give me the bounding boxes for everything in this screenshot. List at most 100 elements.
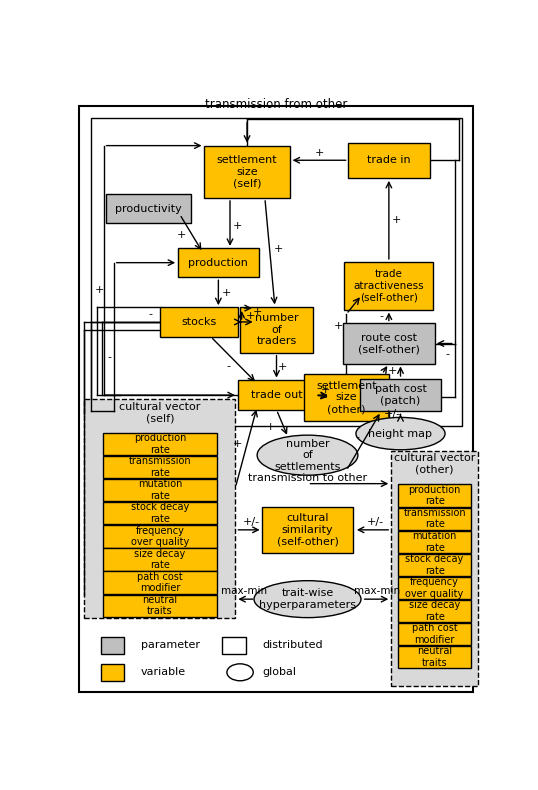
FancyBboxPatch shape	[103, 571, 217, 594]
Text: +: +	[222, 288, 231, 299]
FancyBboxPatch shape	[398, 577, 471, 599]
Text: transmission
rate: transmission rate	[404, 508, 466, 529]
Text: +: +	[266, 423, 275, 432]
Text: transmission
rate: transmission rate	[129, 457, 191, 478]
Text: trade
atractiveness
(self-other): trade atractiveness (self-other)	[353, 269, 424, 303]
Text: +: +	[273, 244, 283, 254]
FancyBboxPatch shape	[360, 379, 441, 412]
Text: variable: variable	[141, 668, 186, 677]
Text: -: -	[226, 361, 230, 371]
FancyBboxPatch shape	[343, 323, 435, 363]
FancyBboxPatch shape	[101, 664, 124, 681]
Text: +: +	[314, 149, 324, 158]
FancyBboxPatch shape	[178, 248, 259, 277]
Text: stock decay
rate: stock decay rate	[406, 554, 464, 576]
Text: +: +	[246, 310, 256, 321]
FancyBboxPatch shape	[398, 484, 471, 506]
FancyBboxPatch shape	[106, 194, 191, 224]
FancyBboxPatch shape	[398, 507, 471, 530]
Ellipse shape	[257, 435, 358, 475]
Text: frequency
over quality: frequency over quality	[131, 525, 189, 547]
FancyBboxPatch shape	[344, 262, 434, 310]
Text: -: -	[379, 311, 383, 322]
FancyBboxPatch shape	[103, 479, 217, 502]
FancyBboxPatch shape	[103, 595, 217, 617]
FancyBboxPatch shape	[238, 381, 315, 410]
FancyBboxPatch shape	[103, 502, 217, 525]
Text: stock decay
rate: stock decay rate	[131, 502, 189, 524]
FancyBboxPatch shape	[398, 554, 471, 576]
FancyBboxPatch shape	[103, 548, 217, 570]
Text: +: +	[233, 438, 243, 449]
Text: size decay
rate: size decay rate	[134, 549, 186, 570]
FancyBboxPatch shape	[222, 637, 245, 654]
Text: route cost
(self-other): route cost (self-other)	[358, 333, 420, 354]
Text: max-min: max-min	[354, 585, 400, 596]
Text: +: +	[95, 285, 104, 295]
FancyBboxPatch shape	[101, 637, 124, 654]
Text: path cost
modifier: path cost modifier	[412, 623, 457, 645]
FancyBboxPatch shape	[391, 451, 478, 687]
Text: frequency
over quality: frequency over quality	[406, 577, 464, 599]
Text: path cost
(patch): path cost (patch)	[374, 384, 427, 406]
Text: mutation
rate: mutation rate	[138, 480, 182, 501]
Text: -: -	[108, 352, 112, 362]
Text: max-min: max-min	[221, 585, 267, 596]
Text: +: +	[177, 230, 187, 240]
FancyBboxPatch shape	[204, 145, 289, 198]
FancyBboxPatch shape	[398, 600, 471, 623]
Text: +: +	[233, 220, 243, 231]
Text: cultural vector
(self): cultural vector (self)	[119, 402, 201, 423]
Text: stocks: stocks	[181, 317, 217, 327]
FancyBboxPatch shape	[103, 525, 217, 547]
Text: production
rate: production rate	[133, 433, 186, 455]
Text: number
of
settlements: number of settlements	[274, 438, 341, 472]
Text: +/-: +/-	[384, 409, 401, 419]
Text: distributed: distributed	[263, 641, 323, 650]
Text: transmission to other: transmission to other	[248, 473, 367, 483]
Text: +: +	[278, 363, 287, 372]
Text: +: +	[321, 385, 330, 395]
Text: productivity: productivity	[115, 204, 182, 214]
Text: -: -	[356, 432, 360, 442]
Text: transmission from other: transmission from other	[204, 97, 347, 111]
Text: settlement
size
(self): settlement size (self)	[217, 155, 278, 188]
Text: -: -	[149, 309, 153, 319]
Text: cultural vector
(other): cultural vector (other)	[394, 453, 475, 475]
Text: +: +	[334, 321, 343, 331]
Text: height map: height map	[369, 429, 433, 438]
Text: +: +	[388, 367, 398, 376]
FancyBboxPatch shape	[398, 646, 471, 668]
Ellipse shape	[254, 581, 361, 618]
Text: +/-: +/-	[366, 517, 384, 527]
Text: path cost
modifier: path cost modifier	[137, 572, 183, 593]
Text: neutral
traits: neutral traits	[417, 646, 452, 668]
Text: +/-: +/-	[242, 517, 259, 527]
FancyBboxPatch shape	[160, 307, 238, 337]
Text: trade in: trade in	[367, 156, 410, 165]
Text: trait-wise
hyperparameters: trait-wise hyperparameters	[259, 589, 356, 610]
Text: mutation
rate: mutation rate	[413, 531, 457, 552]
FancyBboxPatch shape	[348, 143, 429, 178]
Text: number
of
traders: number of traders	[254, 313, 298, 346]
Text: production
rate: production rate	[408, 485, 461, 506]
FancyBboxPatch shape	[398, 623, 471, 645]
Text: size decay
rate: size decay rate	[409, 600, 460, 622]
Text: neutral
traits: neutral traits	[142, 595, 178, 616]
FancyBboxPatch shape	[262, 506, 353, 553]
Text: cultural
similarity
(self-other): cultural similarity (self-other)	[277, 514, 338, 547]
Text: settlement
size
(other): settlement size (other)	[316, 381, 377, 414]
FancyBboxPatch shape	[84, 399, 236, 619]
FancyBboxPatch shape	[240, 307, 313, 353]
Text: +: +	[252, 307, 262, 317]
Text: -: -	[445, 349, 449, 359]
FancyBboxPatch shape	[103, 433, 217, 455]
FancyBboxPatch shape	[303, 374, 389, 420]
Text: +: +	[392, 216, 401, 225]
Text: parameter: parameter	[141, 641, 200, 650]
Ellipse shape	[227, 664, 253, 681]
Text: production: production	[188, 258, 249, 268]
Text: global: global	[263, 668, 296, 677]
FancyBboxPatch shape	[103, 456, 217, 478]
Text: trade out: trade out	[251, 390, 302, 400]
